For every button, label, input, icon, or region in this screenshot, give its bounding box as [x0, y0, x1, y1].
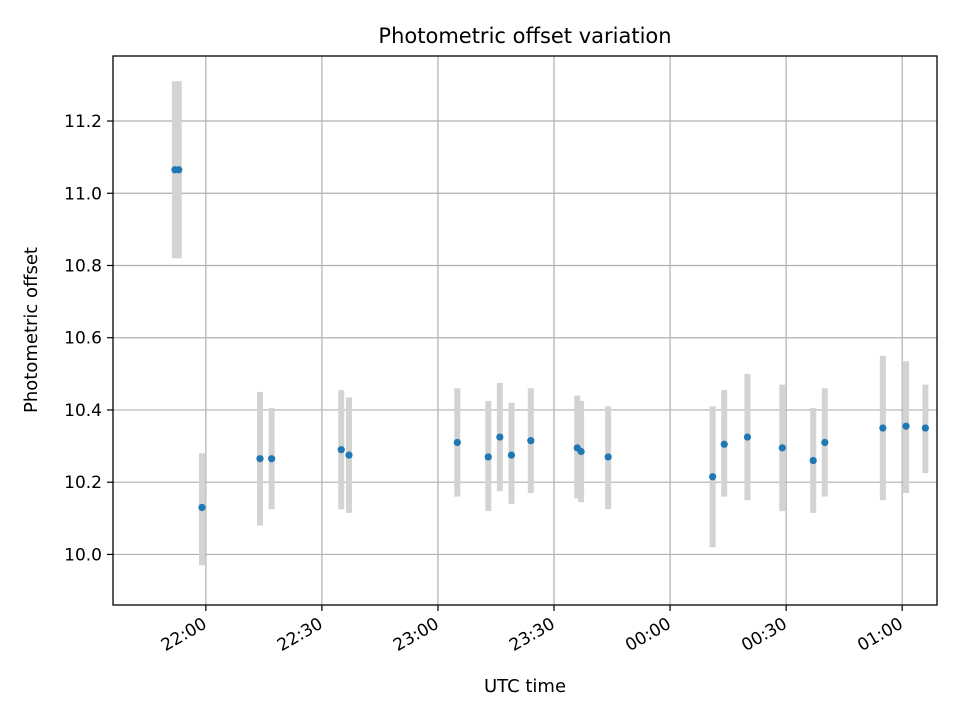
data-point: [902, 422, 910, 430]
y-tick-label: 10.0: [64, 545, 102, 565]
data-point: [720, 440, 728, 448]
data-point: [809, 456, 817, 465]
data-point: [268, 455, 276, 463]
data-point: [484, 453, 492, 461]
plot-frame: [112, 55, 938, 606]
data-point: [879, 424, 887, 432]
data-point: [175, 166, 183, 174]
data-point: [921, 424, 929, 432]
chart-title: Photometric offset variation: [378, 24, 671, 48]
y-tick-label: 10.6: [64, 329, 102, 349]
y-tick-label: 10.4: [64, 401, 102, 421]
data-point: [527, 437, 535, 445]
y-tick-label: 11.0: [64, 184, 102, 204]
x-axis-label: UTC time: [484, 676, 566, 697]
data-point: [743, 433, 752, 441]
data-point: [256, 455, 264, 463]
data-point: [345, 451, 353, 459]
data-point: [337, 446, 345, 454]
y-tick-label: 10.2: [64, 473, 102, 493]
data-point: [778, 444, 786, 452]
data-point: [198, 503, 206, 512]
data-point: [507, 451, 516, 459]
y-tick-label: 10.8: [64, 256, 102, 276]
data-point: [821, 438, 829, 447]
data-point: [496, 433, 504, 441]
y-axis-label: Photometric offset: [21, 247, 42, 413]
data-point: [453, 438, 461, 447]
data-point: [577, 447, 585, 456]
data-point: [709, 473, 717, 481]
y-tick-label: 11.2: [64, 112, 102, 132]
data-point: [604, 453, 612, 461]
